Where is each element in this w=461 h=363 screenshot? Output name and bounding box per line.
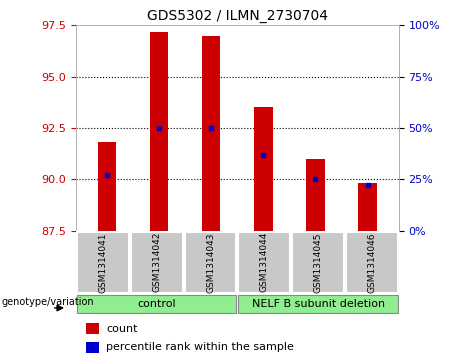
Bar bbox=[254, 107, 272, 231]
Bar bbox=[185, 232, 236, 293]
Bar bbox=[150, 32, 168, 231]
Bar bbox=[292, 232, 344, 293]
Bar bbox=[238, 295, 398, 313]
Bar bbox=[359, 183, 377, 231]
Bar bbox=[98, 142, 116, 231]
Bar bbox=[86, 342, 99, 352]
Bar bbox=[86, 323, 99, 334]
Bar bbox=[202, 36, 220, 231]
Bar bbox=[346, 232, 398, 293]
Bar bbox=[77, 232, 129, 293]
Text: GSM1314043: GSM1314043 bbox=[206, 232, 215, 293]
Text: GSM1314042: GSM1314042 bbox=[152, 232, 161, 293]
Bar bbox=[131, 232, 183, 293]
Text: genotype/variation: genotype/variation bbox=[1, 297, 94, 307]
Text: NELF B subunit deletion: NELF B subunit deletion bbox=[252, 299, 384, 309]
Text: control: control bbox=[137, 299, 176, 309]
Bar bbox=[307, 159, 325, 231]
Bar bbox=[238, 232, 290, 293]
Text: GSM1314046: GSM1314046 bbox=[367, 232, 376, 293]
Text: GSM1314044: GSM1314044 bbox=[260, 232, 269, 293]
Text: count: count bbox=[106, 323, 137, 334]
Bar bbox=[77, 295, 236, 313]
Text: percentile rank within the sample: percentile rank within the sample bbox=[106, 342, 294, 352]
Text: GSM1314041: GSM1314041 bbox=[99, 232, 107, 293]
Text: GSM1314045: GSM1314045 bbox=[313, 232, 323, 293]
Title: GDS5302 / ILMN_2730704: GDS5302 / ILMN_2730704 bbox=[147, 9, 328, 23]
